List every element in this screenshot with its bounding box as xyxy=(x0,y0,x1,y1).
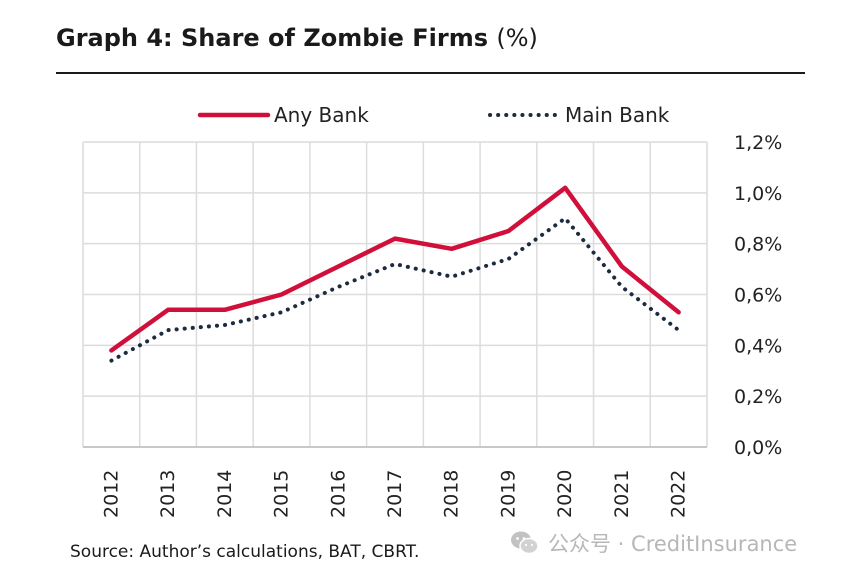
y-tick-label: 0,0% xyxy=(734,437,782,459)
x-tick-label: 2022 xyxy=(668,470,690,518)
y-tick-label: 0,2% xyxy=(734,386,782,408)
watermark-text: 公众号 · CreditInsurance xyxy=(548,532,798,556)
title-divider xyxy=(56,72,805,74)
chart-title: Graph 4: Share of Zombie Firms (%) xyxy=(56,24,538,52)
x-axis-ticks: 2012 2013 2014 2015 2016 2017 2018 2019 2020 2021… xyxy=(100,470,689,518)
watermark: 公众号 · CreditInsurance xyxy=(510,528,797,558)
series-line-any-bank xyxy=(109,185,681,353)
y-tick-label: 0,8% xyxy=(734,234,782,256)
x-tick-label: 2012 xyxy=(100,470,122,518)
wechat-logo-icon xyxy=(511,531,539,555)
chart-series xyxy=(109,185,681,363)
x-tick-label: 2020 xyxy=(554,470,576,518)
x-tick-label: 2019 xyxy=(497,470,519,518)
x-tick-label: 2017 xyxy=(384,470,406,518)
y-axis-ticks: 0,0% 0,2% 0,4% 0,6% 0,8% 1,0% 1,2% xyxy=(734,132,782,459)
chart-title-unit: (%) xyxy=(496,24,538,52)
chart-title-main: Graph 4: Share of Zombie Firms xyxy=(56,24,489,52)
source-note: Source: Author’s calculations, BAT, CBRT… xyxy=(70,542,420,562)
x-tick-label: 2021 xyxy=(611,470,633,518)
x-tick-label: 2015 xyxy=(271,470,293,518)
x-tick-label: 2016 xyxy=(327,470,349,518)
y-tick-label: 0,4% xyxy=(734,335,782,357)
series-line-main-bank xyxy=(109,216,681,363)
y-tick-label: 0,6% xyxy=(734,285,782,307)
y-tick-label: 1,0% xyxy=(734,183,782,205)
legend-label-main-bank: Main Bank xyxy=(565,103,670,127)
y-tick-label: 1,2% xyxy=(734,132,782,154)
x-tick-label: 2018 xyxy=(441,470,463,518)
chart-grid xyxy=(82,141,708,448)
x-tick-label: 2013 xyxy=(157,470,179,518)
chart-legend: Any Bank Main Bank xyxy=(197,103,670,127)
legend-label-any-bank: Any Bank xyxy=(274,103,369,127)
x-tick-label: 2014 xyxy=(214,470,236,518)
